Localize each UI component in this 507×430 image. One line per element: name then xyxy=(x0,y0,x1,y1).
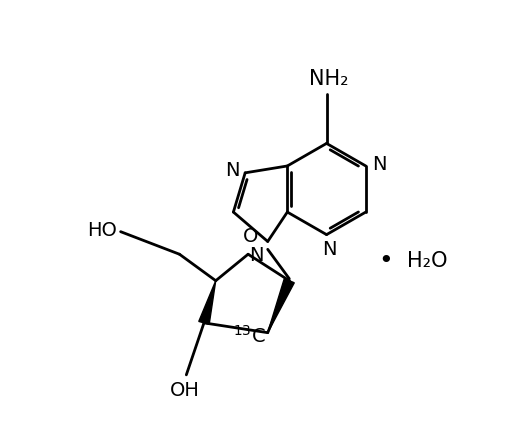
Polygon shape xyxy=(268,279,294,333)
Text: O: O xyxy=(242,227,258,246)
Text: •: • xyxy=(378,249,393,273)
Text: N: N xyxy=(322,240,337,258)
Text: NH₂: NH₂ xyxy=(309,68,348,89)
Text: N: N xyxy=(249,246,264,265)
Text: OH: OH xyxy=(169,381,199,400)
Text: H₂O: H₂O xyxy=(407,251,448,271)
Text: N: N xyxy=(372,154,386,174)
Polygon shape xyxy=(199,281,216,324)
Text: HO: HO xyxy=(87,221,117,240)
Text: $^{13}$C: $^{13}$C xyxy=(233,325,266,347)
Text: N: N xyxy=(225,161,239,180)
